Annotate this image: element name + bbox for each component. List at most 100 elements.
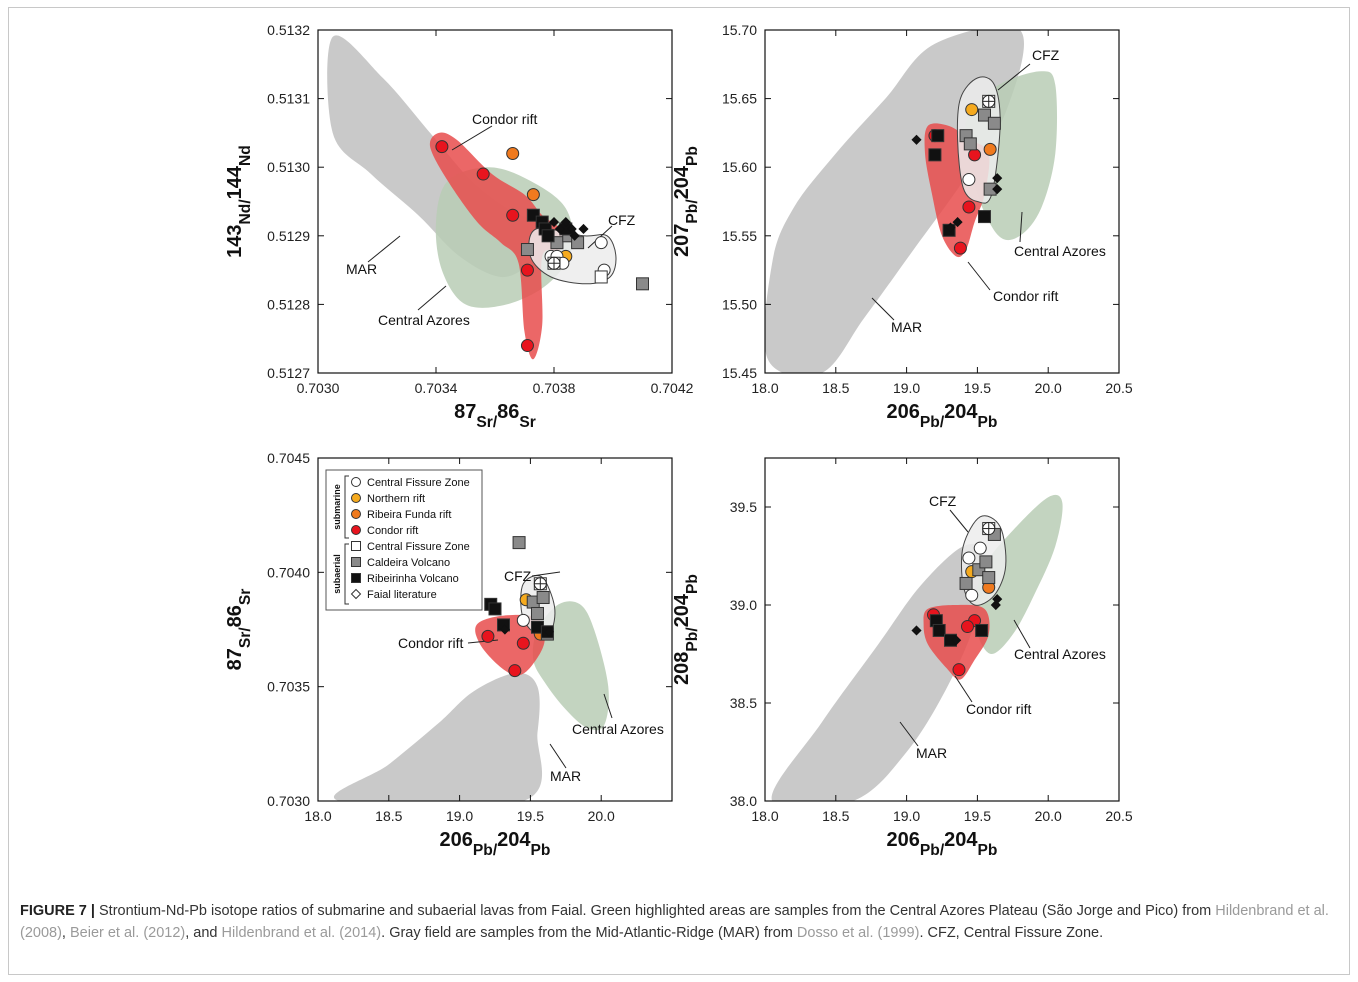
marker-ribeirinha-volcano	[976, 624, 988, 636]
legend-group-submarine: submarine	[332, 484, 342, 530]
y-tick-label: 0.7045	[267, 450, 310, 466]
caption-ref-dosso-1999[interactable]: Dosso et al. (1999)	[797, 925, 920, 941]
marker-central-fissure-zone	[963, 174, 975, 186]
marker-caldeira-volcano	[960, 577, 972, 589]
axis-label-part: Pb	[684, 146, 701, 166]
x-tick-label: 0.7030	[297, 380, 340, 396]
marker-ribeirinha-volcano	[932, 130, 944, 142]
legend-item-ribeira-funda-rift: Ribeira Funda rift	[367, 509, 451, 521]
axis-label-part: Nd	[237, 145, 254, 166]
legend-item-caldeira-volcano-marker	[352, 558, 361, 567]
x-tick-label: 19.0	[446, 808, 473, 824]
axis-label-part: Pb/	[920, 414, 945, 431]
annotation-leader-mar	[872, 298, 894, 320]
x-tick-label: 20.0	[1035, 808, 1062, 824]
marker-ribeirinha-volcano	[933, 624, 945, 636]
annotation-leader-condor-rift	[955, 676, 972, 702]
marker-ribeira-funda-rift	[984, 143, 996, 155]
y-tick-label: 0.7035	[267, 679, 310, 695]
legend-item-faial-literature: Faial literature	[367, 589, 437, 601]
marker-ribeirinha-volcano	[542, 230, 554, 242]
x-tick-label: 18.5	[822, 808, 849, 824]
annotation-central-azores: Central Azores	[572, 721, 664, 737]
y-tick-label: 0.5130	[267, 159, 310, 175]
marker-northern-rift	[966, 104, 978, 116]
annotation-leader-central-azores	[1014, 620, 1030, 648]
axis-label-part: 204	[671, 165, 693, 199]
y-axis-label: 143Nd/144Nd	[224, 145, 254, 258]
axis-label-part: 206	[887, 401, 920, 423]
y-tick-label: 15.70	[722, 22, 757, 38]
marker-caldeira-volcano	[983, 572, 995, 584]
annotation-condor-rift: Condor rift	[966, 701, 1031, 717]
y-axis-label: 208Pb/204Pb	[671, 574, 701, 685]
annotation-leader-central-azores	[418, 286, 446, 310]
x-tick-label: 0.7042	[651, 380, 694, 396]
x-tick-label: 0.7038	[533, 380, 576, 396]
caption-text-1: Strontium-Nd-Pb isotope ratios of submar…	[95, 903, 1215, 919]
legend-item-condor-rift-marker	[352, 526, 361, 535]
marker-condor-rift	[436, 141, 448, 153]
axis-label-part: 206	[887, 829, 920, 851]
axis-label-part: Pb	[684, 574, 701, 594]
annotation-condor-rift: Condor rift	[993, 288, 1058, 304]
annotation-central-azores: Central Azores	[1014, 646, 1106, 662]
marker-central-fissure-zone	[966, 589, 978, 601]
y-tick-label: 0.5131	[267, 91, 310, 107]
marker-central-fissure-zone	[595, 237, 607, 249]
figure-7-charts: Condor rift CFZ MAR Central Azores 0.7030 0.7…	[0, 0, 1358, 890]
axis-label-part: 204	[671, 593, 693, 627]
annotation-mar: MAR	[346, 261, 377, 277]
annotation-mar: MAR	[550, 768, 581, 784]
y-tick-label: 0.5127	[267, 365, 310, 381]
caption-label: FIGURE 7 |	[20, 903, 95, 919]
axis-label-part: Pb/	[684, 199, 701, 224]
axis-label-part: Sr/	[237, 627, 254, 648]
marker-ribeira-funda-rift	[527, 189, 539, 201]
axis-label-part: 204	[944, 401, 978, 423]
axis-label-part: 87	[454, 401, 476, 423]
annotation-leader-condor-rift	[968, 262, 990, 290]
marker-ribeirinha-volcano	[978, 211, 990, 223]
marker-caldeira-volcano	[637, 278, 649, 290]
y-axis-label: 87Sr/86Sr	[224, 589, 254, 671]
legend-item-central-fissure-zone: Central Fissure Zone	[367, 541, 470, 553]
annotation-condor-rift: Condor rift	[398, 635, 463, 651]
marker-condor-rift	[954, 242, 966, 254]
caption-ref-hildenbrand-2014[interactable]: Hildenbrand et al. (2014)	[222, 925, 382, 941]
axis-label-part: Pb/	[684, 627, 701, 652]
axis-label-part: Pb/	[920, 842, 945, 859]
y-tick-label: 0.5128	[267, 296, 310, 312]
legend-item-central-fissure-zone: Central Fissure Zone	[367, 477, 470, 489]
y-tick-label: 0.5132	[267, 22, 310, 38]
y-tick-label: 38.5	[730, 695, 757, 711]
y-tick-label: 15.60	[722, 159, 757, 175]
axis-label-part: 207	[671, 224, 693, 257]
field-mar	[772, 544, 986, 809]
marker-condor-rift	[507, 209, 519, 221]
marker-central-fissure-zone	[963, 552, 975, 564]
x-tick-label: 19.5	[964, 380, 991, 396]
marker-caldeira-volcano	[531, 607, 543, 619]
annotation-cfz: CFZ	[1032, 47, 1060, 63]
axis-label-part: 208	[671, 652, 693, 685]
axis-label-part: 144	[224, 165, 246, 199]
y-tick-label: 39.0	[730, 597, 757, 613]
annotation-cfz: CFZ	[504, 568, 532, 584]
axis-label-part: Nd/	[237, 199, 254, 225]
y-tick-label: 0.7040	[267, 564, 310, 580]
x-tick-label: 20.0	[1035, 380, 1062, 396]
caption-ref-beier-2012[interactable]: Beier et al. (2012)	[70, 925, 185, 941]
annotation-condor-rift: Condor rift	[472, 111, 537, 127]
axis-label-part: Pb	[978, 842, 998, 859]
y-axis-label: 207Pb/204Pb	[671, 146, 701, 257]
axis-label-part: 204	[944, 829, 978, 851]
axis-label-part: Pb/	[473, 842, 498, 859]
caption-text-3: , and	[185, 925, 221, 941]
x-tick-label: 19.5	[517, 808, 544, 824]
legend-item-ribeirinha-volcano: Ribeirinha Volcano	[367, 573, 459, 585]
axis-label-part: 204	[497, 829, 531, 851]
axis-label-part: 86	[497, 401, 519, 423]
marker-caldeira-volcano	[988, 117, 1000, 129]
y-tick-label: 15.50	[722, 296, 757, 312]
